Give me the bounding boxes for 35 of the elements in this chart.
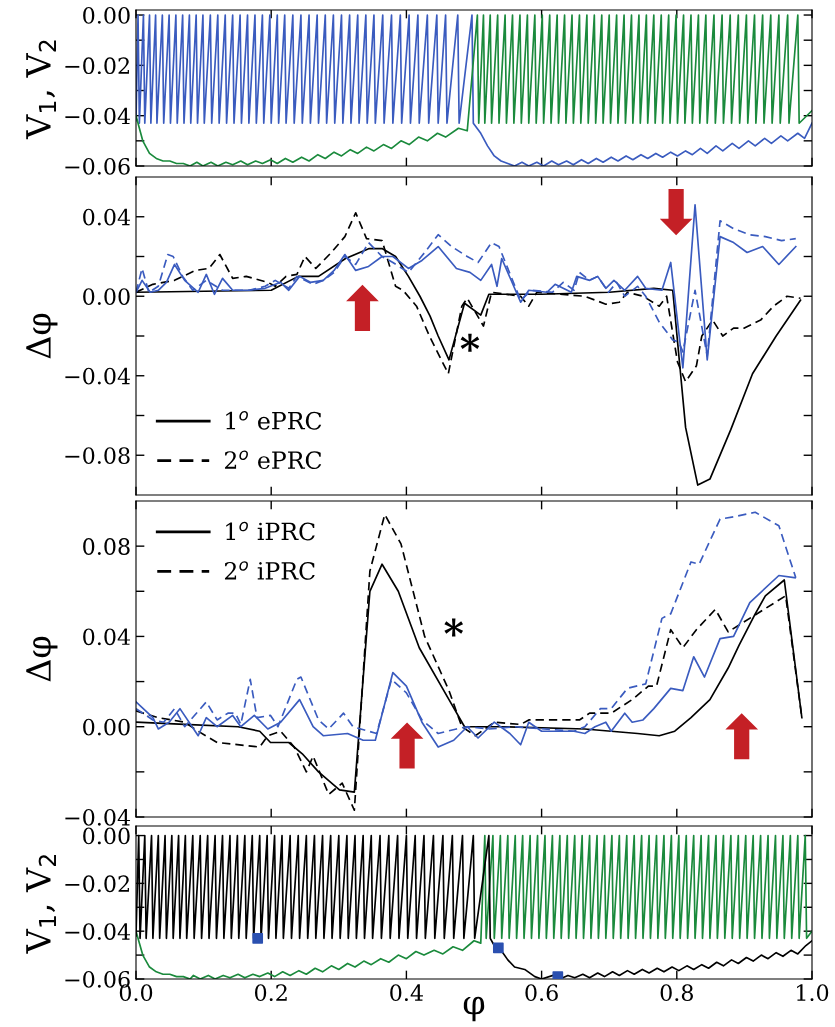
y-tick-label: −0.02: [65, 875, 129, 893]
legend-label: 1$^{o}$ ePRC: [226, 411, 322, 430]
y-tick-label: −0.04: [65, 808, 131, 826]
x-axis-title: φ: [463, 996, 485, 1022]
y-tick-label: 0.00: [83, 288, 130, 306]
y-tick-label: 0.04: [83, 628, 131, 646]
annotation: ⬇: [659, 189, 693, 236]
y-tick-label: −0.02: [65, 57, 129, 75]
y-tick-label: 0.00: [83, 827, 130, 845]
y-tick-label: 0.00: [83, 6, 130, 24]
annotation: *: [460, 333, 480, 352]
y-tick-label: 0.00: [83, 718, 130, 736]
x-tick-label: 1.0: [797, 984, 829, 1002]
y-axis-title: Δφ: [26, 636, 58, 682]
y-tick-label: −0.06: [65, 157, 130, 175]
y-axis-title: V$_{1}$, V$_{2}$: [26, 40, 56, 140]
x-tick-label: 0.4: [390, 984, 423, 1002]
y-tick-label: 0.08: [83, 538, 130, 555]
y-tick-label: −0.04: [65, 923, 131, 940]
annotation: ⬆: [725, 713, 759, 760]
y-tick-label: 0.04: [83, 208, 131, 226]
x-tick-label: 0.2: [255, 984, 287, 1002]
annotation: *: [444, 618, 464, 637]
y-tick-label: −0.08: [65, 447, 130, 465]
annotation: ⬆: [390, 722, 424, 769]
y-tick-label: −0.04: [65, 367, 131, 385]
x-tick-label: 0.8: [660, 984, 693, 1002]
x-tick-label: 0.6: [525, 984, 558, 1002]
legend-label: 2$^{o}$ ePRC: [224, 450, 322, 470]
legend-label: 1$^{o}$ iPRC: [226, 521, 315, 541]
y-axis-title: Δφ: [26, 313, 58, 359]
y-axis-title: V$_{1}$, V$_{2}$: [26, 855, 56, 954]
annotation: ⬆: [346, 284, 379, 331]
y-tick-label: −0.04: [65, 107, 131, 125]
text: 2$^{o}$ iPRC: [224, 561, 315, 580]
